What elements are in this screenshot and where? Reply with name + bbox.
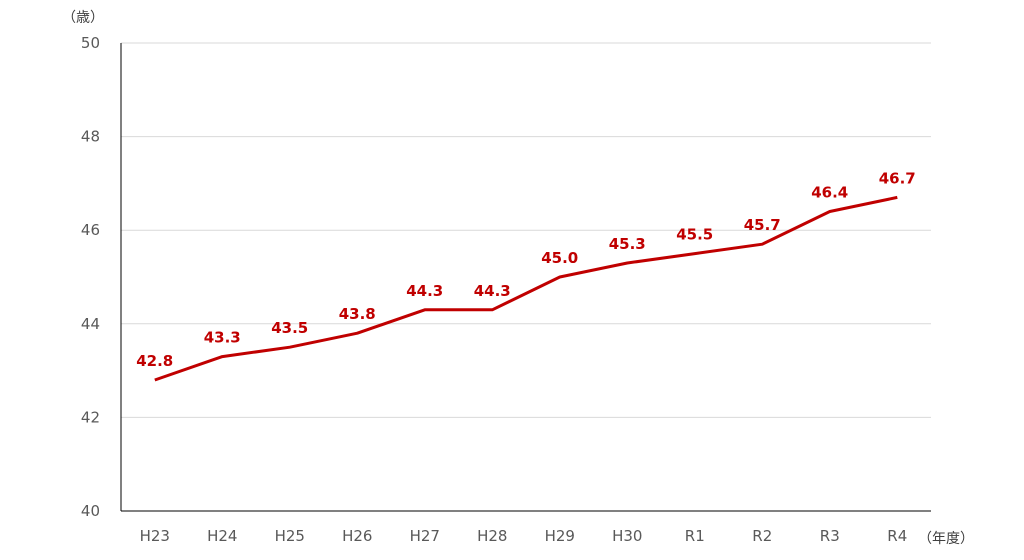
data-label: 45.3 [609,235,646,253]
x-tick-label: H30 [612,527,642,545]
y-tick-label: 48 [81,128,100,146]
y-tick-label: 42 [81,408,100,426]
x-tick-label: H24 [207,527,237,545]
data-label: 44.3 [406,282,443,300]
x-tick-label: H27 [410,527,440,545]
gridlines [121,42,931,512]
data-label: 43.8 [339,305,376,323]
data-label: 43.5 [271,319,308,337]
x-axis-unit-label: （年度） [918,531,974,547]
y-tick-label: 40 [81,502,100,520]
x-tick-label: H25 [275,527,305,545]
x-tick-label: R3 [820,527,840,545]
data-label: 44.3 [474,282,511,300]
x-tick-label: R1 [685,527,705,545]
y-tick-label: 50 [81,34,100,52]
x-tick-label: R4 [887,527,907,545]
data-labels: 42.8 43.3 43.5 43.8 44.3 44.3 45.0 45.3 45.5 45.7… [136,169,916,370]
y-axis-ticks: 40 42 44 46 48 50 [81,34,100,520]
x-tick-label: H23 [140,527,170,545]
x-tick-label: H29 [545,527,575,545]
y-axis-unit-label: （歳） [62,10,104,26]
x-tick-label: H28 [477,527,507,545]
data-label: 45.7 [744,216,781,234]
x-tick-label: H26 [342,527,372,545]
data-label: 46.4 [811,183,848,201]
data-label: 45.0 [541,249,578,267]
data-label: 43.3 [204,329,241,347]
x-axis-ticks: H23 H24 H25 H26 H27 H28 H29 H30 R1 R2 R3 R4 [140,527,908,545]
y-tick-label: 46 [81,221,100,239]
data-label: 45.5 [676,226,713,244]
y-tick-label: 44 [81,315,100,333]
data-label: 42.8 [136,352,173,370]
series-line [154,195,898,382]
x-tick-label: R2 [752,527,772,545]
data-label: 46.7 [879,169,916,187]
